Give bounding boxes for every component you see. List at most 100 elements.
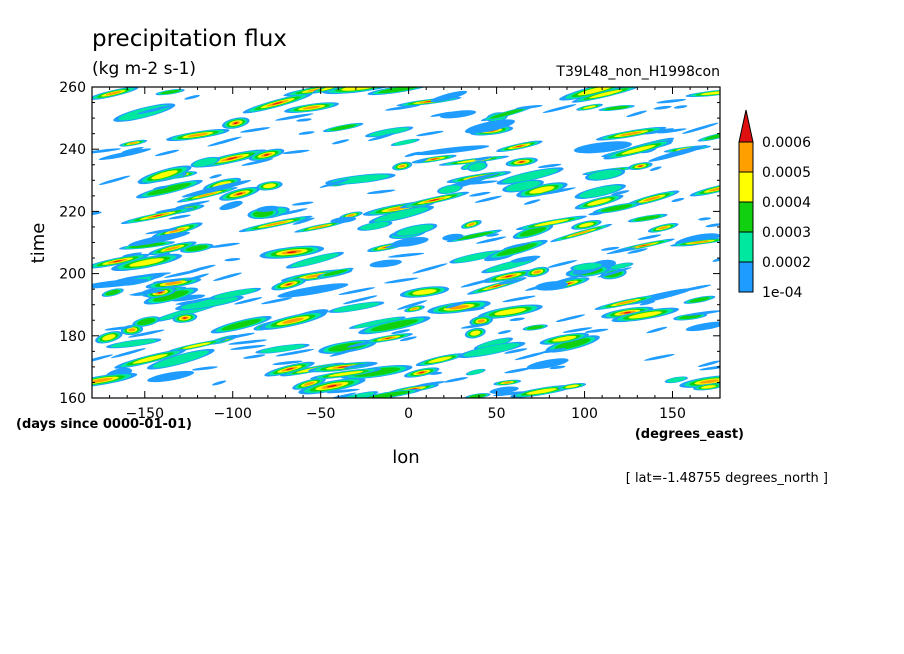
precip-wisp [319, 178, 350, 188]
precip-cell [271, 278, 307, 291]
precip-wisp [224, 258, 241, 262]
precip-wisp [474, 156, 493, 161]
x-tick-label: 0 [404, 406, 413, 422]
precip-cell [623, 288, 692, 306]
chart-units: (kg m-2 s-1) [92, 59, 196, 79]
precip-wisp [261, 297, 293, 305]
precip-cell [120, 207, 195, 224]
precip-wisp [298, 131, 315, 135]
precip-wisp [163, 269, 201, 278]
precip-cell [414, 145, 490, 156]
precip-wisp [175, 200, 210, 209]
precip-wisp [179, 297, 212, 306]
precip-wisp [168, 214, 191, 220]
chart-title: precipitation flux [92, 26, 287, 52]
precip-wisp [296, 118, 312, 122]
precip-wisp [149, 274, 165, 280]
y-tick-label: 220 [59, 204, 86, 220]
colorbar-max-arrow [738, 109, 754, 143]
precip-wisp [228, 339, 268, 345]
precip-wisp [346, 341, 372, 348]
precip-cell [180, 243, 214, 253]
run-label: T39L48_non_H1998con [555, 64, 720, 80]
precip-cell [358, 316, 431, 335]
precip-cell [505, 157, 538, 167]
precip-cell [515, 215, 588, 231]
precip-cell [571, 87, 640, 103]
precip-wisp [525, 284, 550, 291]
precip-wisp [331, 139, 350, 145]
precip-wisp [504, 348, 528, 354]
precip-cell [574, 184, 626, 199]
precip-wisp [241, 158, 274, 166]
precip-wisp [600, 246, 620, 251]
precip-cell [457, 341, 526, 358]
precip-cell [98, 148, 152, 160]
precip-cell [399, 286, 450, 298]
precip-cell [570, 262, 605, 271]
precip-cell [128, 231, 191, 247]
precip-wisp [584, 328, 609, 333]
x-axis: −150 −100 −50 0 50 100 150 [109, 87, 709, 422]
precip-wisp [515, 104, 543, 110]
precip-cell [101, 288, 124, 297]
precip-cell [689, 181, 720, 197]
precip-wisp [129, 289, 166, 296]
precip-cell [464, 327, 486, 339]
precip-wisp [240, 127, 271, 133]
precip-wisp [152, 278, 183, 284]
precip-wisp [137, 104, 174, 115]
precip-cell [219, 186, 261, 201]
precip-cell [92, 87, 139, 100]
precip-cell [697, 130, 720, 142]
precip-cell [166, 128, 230, 142]
precip-cell [255, 343, 310, 354]
precip-cell [522, 324, 548, 331]
precip-wisp [537, 163, 562, 168]
precip-wisp [698, 360, 720, 367]
precip-wisp [600, 271, 616, 277]
precip-wisp [391, 329, 411, 334]
precip-cell [284, 102, 340, 113]
precip-wisp [343, 363, 375, 369]
precip-wisp [540, 348, 567, 354]
precip-wisp [234, 297, 263, 305]
precip-cell [576, 103, 603, 111]
precip-cell [449, 250, 504, 264]
precip-wisp [230, 344, 266, 350]
precip-wisp [366, 189, 396, 194]
precip-wisp [685, 310, 720, 316]
precip-cell [496, 167, 564, 185]
precip-wisp [384, 277, 419, 284]
precip-cell [259, 311, 327, 330]
precip-wisp [326, 388, 360, 394]
precip-cell [330, 216, 357, 224]
precip-wisp [445, 301, 468, 309]
precip-wisp [627, 248, 648, 254]
precip-cell [461, 220, 482, 229]
precip-cell [146, 348, 215, 370]
precip-wisp [497, 330, 512, 335]
precip-cell [294, 221, 346, 233]
precip-cell [446, 229, 503, 243]
precip-cell [592, 202, 641, 214]
precip-cell [683, 295, 716, 304]
precip-cell [285, 251, 344, 269]
precip-cell [595, 126, 667, 141]
colorbar-swatch [738, 141, 754, 173]
precip-wisp [207, 136, 242, 147]
precip-wisp [606, 247, 636, 255]
precip-cell [155, 88, 185, 96]
precip-cell [219, 200, 243, 211]
precip-wisp [649, 166, 662, 171]
precip-cell [95, 331, 123, 344]
precip-cell [264, 361, 315, 377]
precip-cell [248, 148, 285, 161]
precip-wisp [415, 381, 446, 387]
precip-cell [119, 139, 148, 147]
precip-wisp [430, 111, 457, 117]
colorbar-swatch [738, 171, 754, 203]
precip-cell [238, 215, 313, 233]
precip-wisp [343, 295, 378, 305]
precip-cell [348, 316, 406, 329]
